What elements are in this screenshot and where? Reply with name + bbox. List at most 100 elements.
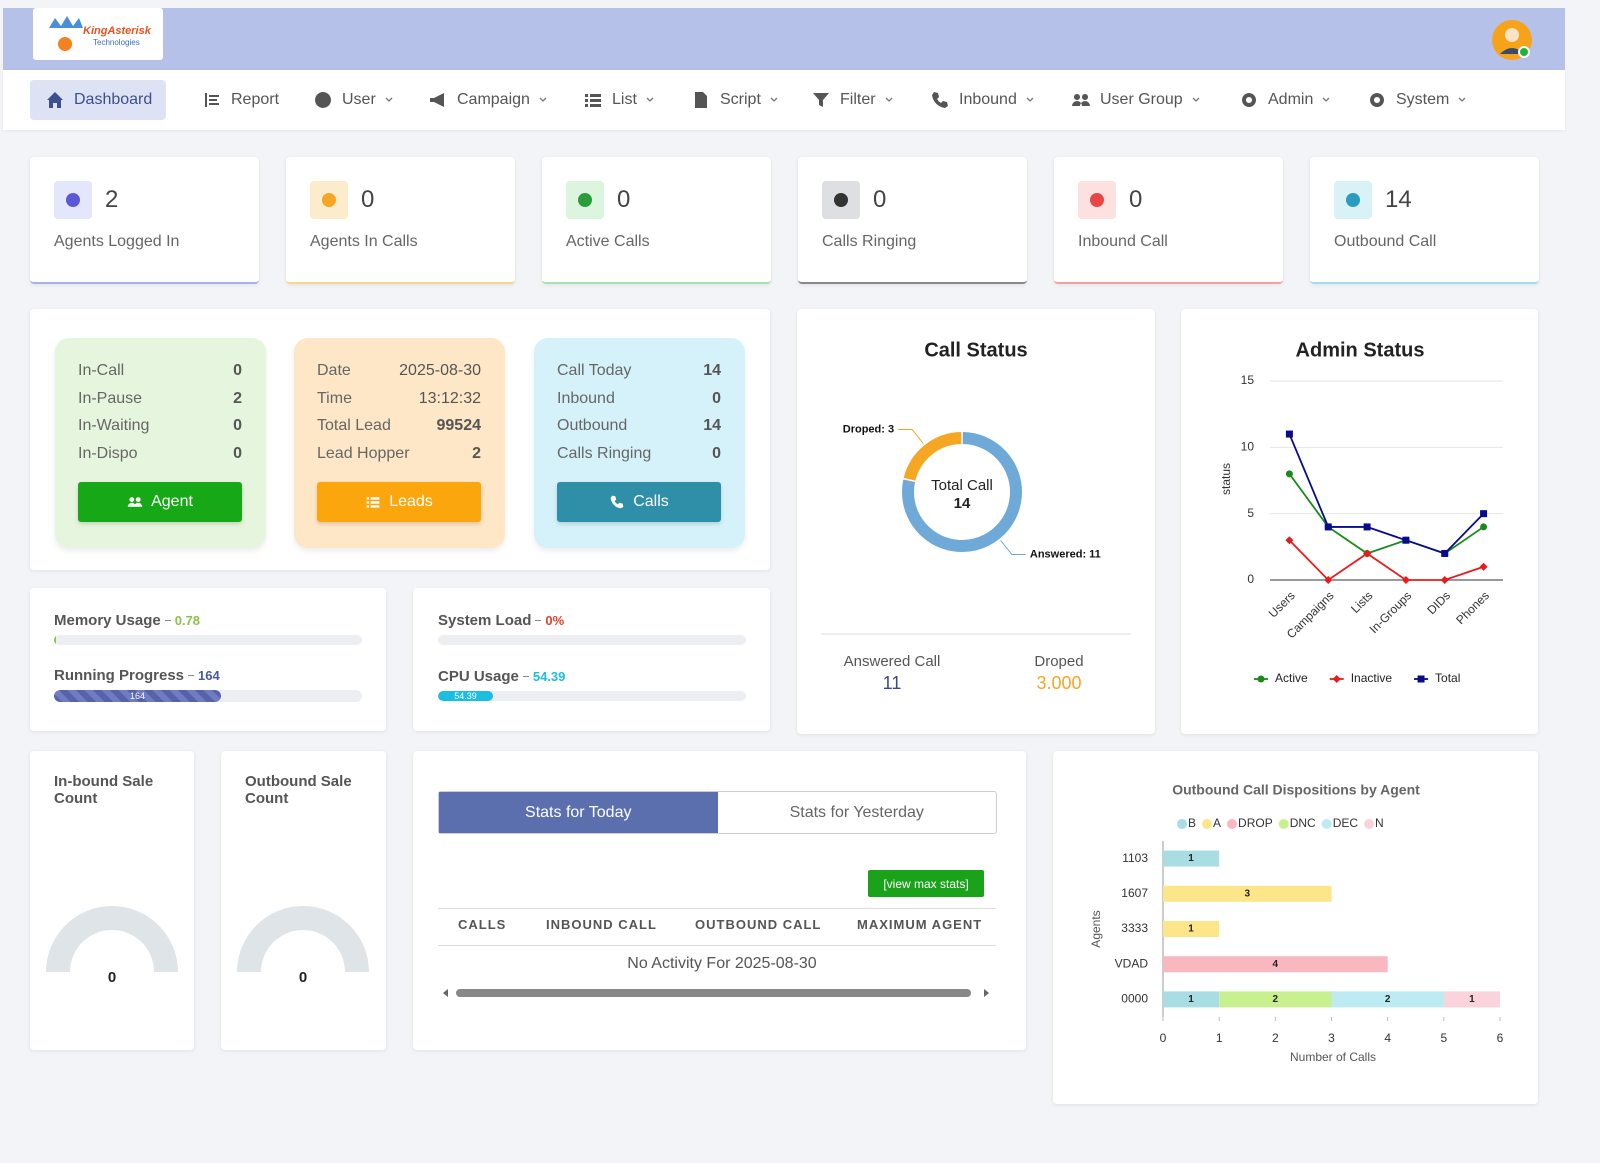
x-tick-label: 6: [1497, 1031, 1504, 1045]
progress-fill: [54, 635, 56, 645]
button-icon: [610, 495, 624, 509]
nav-item[interactable]: User: [298, 80, 408, 120]
bar-label: 2: [1385, 994, 1391, 1005]
row-value: 0: [712, 389, 721, 407]
nav-item[interactable]: Admin: [1224, 80, 1345, 120]
x-tick-label: 2: [1272, 1031, 1279, 1045]
gauge-track: [237, 906, 369, 972]
y-tick-label: 5: [1247, 506, 1254, 520]
row-value: 0: [233, 445, 242, 463]
usage-dash: [188, 675, 195, 676]
x-tick-label: Phones: [1453, 588, 1492, 627]
nav-item[interactable]: System: [1352, 80, 1481, 120]
x-tick-label: 0: [1160, 1031, 1167, 1045]
bar-segment: [1163, 956, 1388, 973]
row-label: Lead Hopper: [317, 445, 410, 463]
row-label: In-Call: [78, 362, 125, 379]
nav-label: User: [342, 91, 376, 108]
bar-segment: [1163, 885, 1332, 902]
tab[interactable]: Stats for Yesterday: [789, 803, 924, 821]
usage-title: System Load 0%: [438, 612, 564, 629]
footer-label: Droped: [1034, 653, 1083, 670]
nav-item[interactable]: Script: [676, 80, 793, 120]
summary-button[interactable]: Leads: [317, 482, 481, 522]
usage-dash: [522, 676, 529, 677]
marker: [1480, 523, 1488, 531]
chevron: [1322, 97, 1330, 102]
marker: [1480, 510, 1488, 518]
column-header: INBOUND CALL: [546, 917, 657, 932]
bar-segment: [1331, 991, 1444, 1008]
usage-label: Memory Usage: [54, 612, 161, 629]
icon-shape: [1072, 94, 1090, 106]
marker: [1285, 430, 1293, 438]
tab[interactable]: Stats for Today: [439, 792, 718, 833]
summary-row: In-Waiting 0: [78, 417, 242, 435]
icon-glyph: [66, 193, 80, 207]
row-value: 0: [712, 445, 721, 463]
gauge-track: [46, 906, 178, 972]
chevron-line: [1192, 97, 1200, 102]
marker: [1417, 675, 1425, 683]
icon-shape: [585, 94, 601, 107]
legend-label: A: [1213, 816, 1221, 830]
nav-item[interactable]: Report: [187, 80, 293, 120]
row-value: 2025-08-30: [399, 362, 481, 379]
icon-shape: [205, 93, 219, 107]
legend-swatch: [1364, 819, 1375, 829]
marker: [1440, 576, 1449, 584]
chart-title: Outbound Call Dispositions by Agent: [1172, 782, 1420, 798]
icon-shape: [932, 92, 948, 108]
chevron: [885, 97, 893, 102]
row-value: 13:12:32: [418, 389, 481, 407]
column-header: MAXIMUM AGENT: [857, 917, 983, 932]
icon-glyph: [322, 193, 336, 207]
table-header: [438, 908, 996, 946]
nav-item[interactable]: Filter: [796, 80, 908, 120]
progress-label: 164: [129, 691, 146, 701]
chevron-line: [1322, 97, 1330, 102]
system-card: [413, 588, 770, 731]
nav-item[interactable]: List: [568, 80, 669, 120]
stat-value: 0: [1129, 186, 1143, 213]
summary-row: In-Pause 2: [78, 390, 242, 408]
nav-item[interactable]: Campaign: [413, 80, 562, 120]
summary-row: Calls Ringing 0: [557, 445, 721, 463]
icon-shape: [1370, 93, 1385, 107]
usage-value: 54.39: [532, 669, 566, 684]
nav-label: Filter: [840, 91, 876, 108]
legend-label: N: [1375, 816, 1384, 830]
marker: [1479, 562, 1488, 571]
sale-title: Outbound Sale Count: [245, 773, 352, 807]
legend-label: DROP: [1238, 816, 1273, 830]
logo-title: KingAsterisk: [83, 25, 151, 37]
chevron: [770, 97, 778, 102]
progress-label: 54.39: [454, 691, 477, 701]
row-value: 0: [233, 362, 242, 379]
logo[interactable]: KingAsterisk Technologies: [33, 8, 163, 60]
summary-row: Lead Hopper 2: [317, 445, 481, 463]
nav-item[interactable]: Dashboard: [30, 80, 167, 120]
chevron-line: [385, 97, 393, 102]
summary-button[interactable]: Calls: [557, 482, 721, 522]
stat-icon: [822, 181, 860, 219]
nav-item[interactable]: Inbound: [915, 80, 1049, 120]
chart-title: Call Status: [924, 339, 1027, 361]
row-label: Outbound: [557, 417, 628, 435]
scrollbar[interactable]: [438, 985, 1008, 1001]
nav-icon: [47, 92, 63, 108]
usage-label: Running Progress: [54, 667, 185, 684]
summary-button[interactable]: Agent: [78, 482, 242, 522]
marker: [1324, 523, 1332, 531]
avatar[interactable]: [1490, 18, 1534, 62]
view-max-button[interactable]: [view max stats]: [868, 870, 984, 897]
line-series: [1288, 539, 1484, 582]
stat-card: 0 Inbound Call: [1054, 157, 1283, 284]
chevron-line: [1458, 97, 1466, 102]
nav-item[interactable]: User Group: [1056, 80, 1215, 120]
usage-title: Running Progress 164: [54, 667, 220, 684]
y-axis-label: status: [1219, 463, 1233, 495]
row-value: 0: [233, 417, 242, 435]
marker: [1402, 536, 1410, 544]
